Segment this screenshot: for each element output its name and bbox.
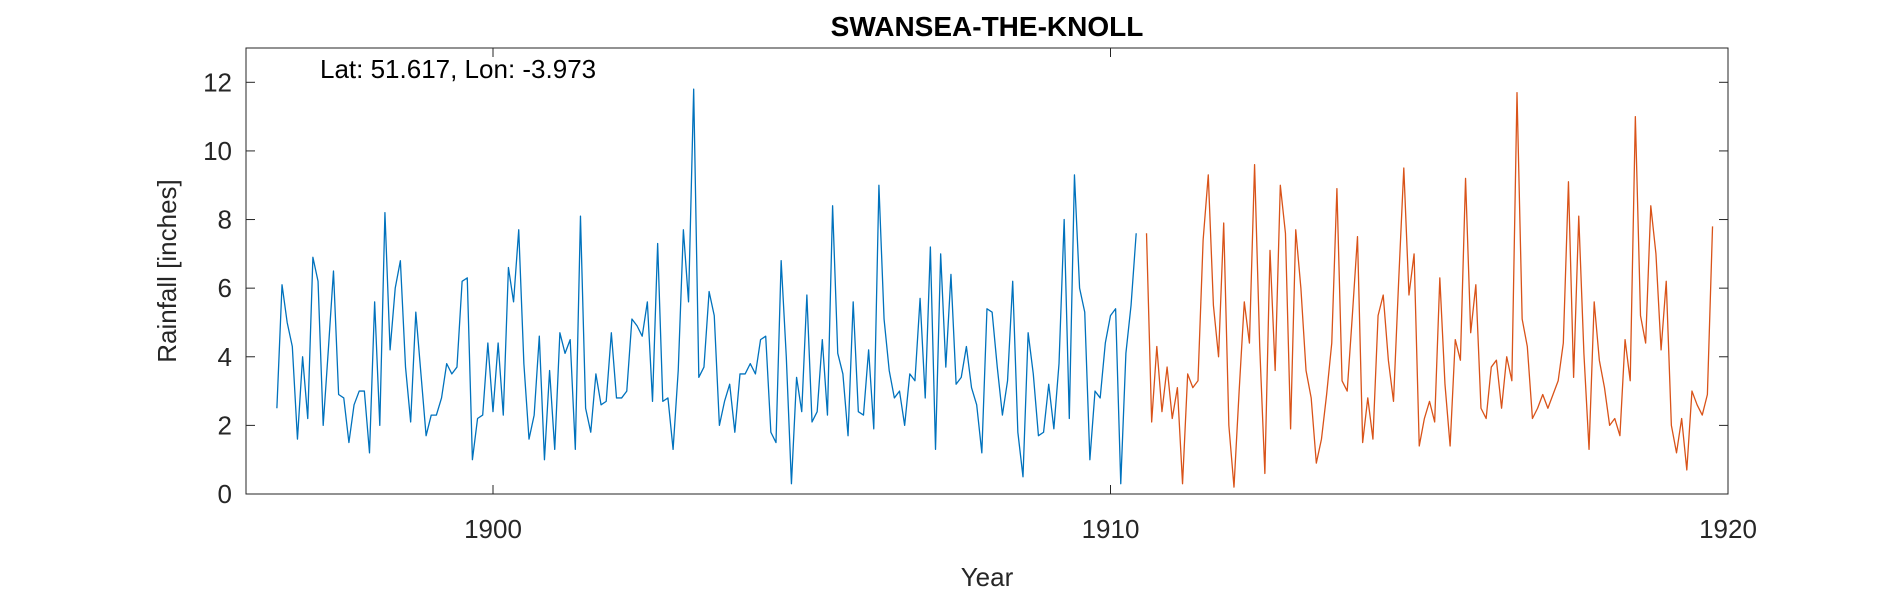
plot-area bbox=[245, 47, 1729, 495]
y-tick-label: 6 bbox=[218, 273, 232, 303]
y-axis-label: Rainfall [inches] bbox=[152, 179, 182, 363]
series-line-1 bbox=[276, 88, 1137, 485]
y-tick-label: 10 bbox=[203, 136, 232, 166]
x-axis-label: Year bbox=[961, 562, 1014, 591]
data-series bbox=[276, 88, 1714, 488]
series-line-2 bbox=[1145, 91, 1714, 488]
x-tick-label: 1910 bbox=[1082, 514, 1140, 544]
chart-title: SWANSEA-THE-KNOLL bbox=[831, 11, 1144, 42]
location-annotation: Lat: 51.617, Lon: -3.973 bbox=[320, 54, 596, 84]
y-tick-label: 4 bbox=[218, 342, 232, 372]
y-tick-label: 8 bbox=[218, 205, 232, 235]
x-tick-label: 1920 bbox=[1699, 514, 1757, 544]
tick-labels: 0 2 4 6 8 10 12 1900 1910 1920 bbox=[203, 67, 1757, 544]
y-tick-label: 2 bbox=[218, 410, 232, 440]
y-tick-label: 0 bbox=[218, 479, 232, 509]
y-tick-label: 12 bbox=[203, 67, 232, 97]
x-tick-label: 1900 bbox=[464, 514, 522, 544]
axis-ticks bbox=[246, 48, 1729, 495]
